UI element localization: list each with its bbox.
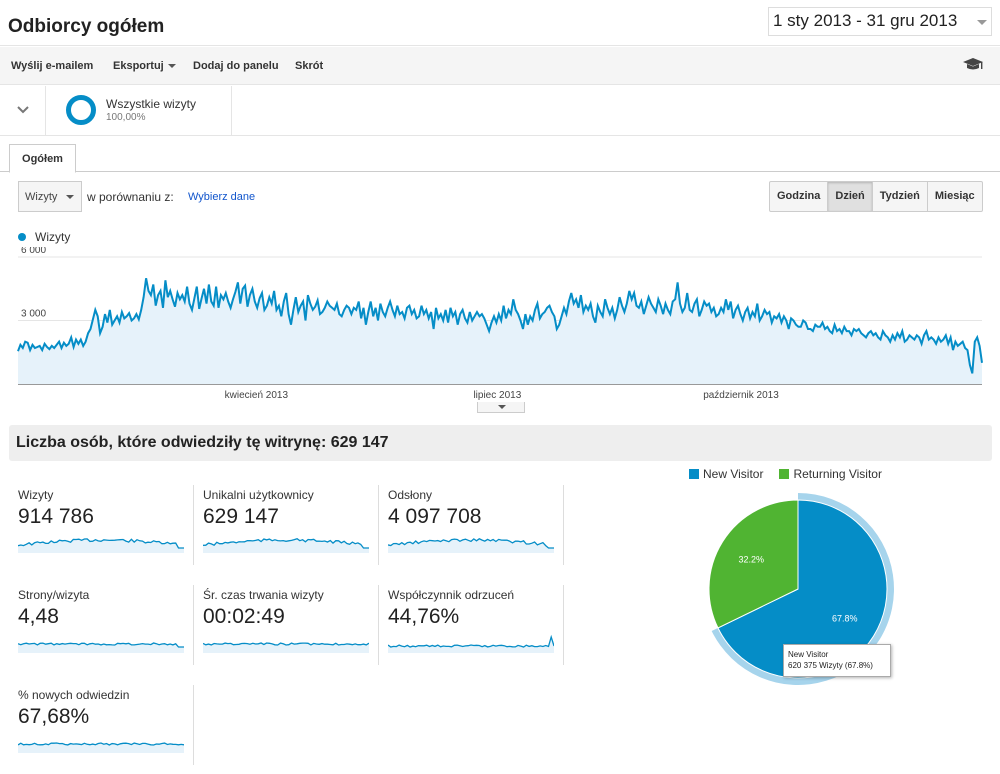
pie-tooltip-value: 620 375 Wizyty (67.8%)	[788, 661, 873, 670]
metric-name: % nowych odwiedzin	[18, 688, 130, 702]
granularity-month-button[interactable]: Miesiąc	[934, 190, 975, 202]
shortcut-button[interactable]: Skrót	[295, 60, 324, 72]
legend-swatch-icon	[689, 469, 699, 479]
metric-name: Odsłony	[388, 488, 433, 502]
date-range-label: 1 sty 2013 - 31 gru 2013	[773, 11, 958, 30]
metric-value: 4,48	[18, 605, 59, 628]
segment-ring-icon	[66, 95, 96, 125]
metric-card[interactable]: % nowych odwiedzin 67,68%	[18, 685, 193, 765]
metric-value: 67,68%	[18, 705, 90, 728]
granularity-hour-button[interactable]: Godzina	[770, 182, 829, 211]
granularity-toggle: Godzina Dzień Tydzień Miesiąc	[769, 181, 983, 212]
metric-sparkline	[388, 538, 554, 553]
graduation-cap-icon[interactable]	[962, 57, 984, 73]
metric-divider	[378, 485, 379, 565]
metric-sparkline	[18, 538, 184, 553]
segment-percent: 100,00%	[106, 112, 146, 123]
metric-divider	[378, 585, 379, 665]
metric-name: Współczynnik odrzuceń	[388, 588, 515, 602]
choose-data-link[interactable]: Wybierz dane	[188, 191, 256, 203]
pie-legend-new-label: New Visitor	[703, 467, 764, 481]
metric-card[interactable]: Śr. czas trwania wizyty 00:02:49	[203, 585, 378, 665]
pie-legend-new[interactable]: New Visitor	[689, 467, 763, 481]
tab-row: Ogółem	[0, 142, 1000, 173]
tab-overview[interactable]: Ogółem	[9, 144, 76, 173]
pie-legend-returning[interactable]: Returning Visitor	[779, 467, 882, 481]
visitor-type-pie-chart: 67.8% 32.2%	[708, 493, 894, 685]
compare-label: w porównaniu z:	[87, 190, 174, 204]
metric-select[interactable]: Wizyty	[18, 181, 82, 212]
metric-value: 914 786	[18, 505, 94, 528]
metric-value: 44,76%	[388, 605, 460, 628]
metric-card[interactable]: Unikalni użytkownicy 629 147	[203, 485, 378, 565]
x-tick-label: październik 2013	[703, 390, 779, 401]
metric-sparkline	[18, 642, 184, 653]
metric-select-label: Wizyty	[25, 191, 58, 203]
page-header: Odbiorcy ogółem 1 sty 2013 - 31 gru 2013	[0, 0, 1000, 46]
segment-name: Wszystkie wizyty	[106, 97, 196, 111]
add-to-dashboard-button[interactable]: Dodaj do panelu	[193, 60, 279, 72]
x-tick-label: lipiec 2013	[473, 390, 521, 401]
metric-sparkline	[203, 537, 369, 553]
pie-slice-returning-visitor[interactable]	[708, 499, 799, 629]
metric-card[interactable]: Wizyty 914 786	[18, 485, 193, 565]
metric-card[interactable]: Współczynnik odrzuceń 44,76%	[388, 585, 563, 665]
metric-sparkline	[18, 742, 184, 753]
metric-divider	[193, 685, 194, 765]
legend-swatch-icon	[779, 469, 790, 479]
segment-bar: Wszystkie wizyty 100,00%	[0, 86, 1000, 136]
report-toolbar: Wyślij e-mailem Eksportuj Dodaj do panel…	[0, 47, 1000, 85]
metric-card[interactable]: Odsłony 4 097 708	[388, 485, 563, 565]
pie-legend-returning-label: Returning Visitor	[793, 467, 882, 481]
chevron-down-icon	[17, 106, 29, 114]
pie-slice-label: 67.8%	[832, 613, 858, 623]
metric-value: 4 097 708	[388, 505, 482, 528]
metric-divider	[193, 485, 194, 565]
pie-legend: New Visitor Returning Visitor	[689, 467, 882, 481]
y-tick-label: 6 000	[21, 247, 46, 256]
legend-dot-icon	[18, 233, 26, 241]
export-label: Eksportuj	[113, 60, 164, 72]
chart-expand-handle[interactable]	[477, 402, 525, 413]
chart-legend: Wizyty	[18, 230, 70, 244]
pie-slice-label: 32.2%	[738, 555, 764, 565]
caret-down-icon	[498, 405, 506, 409]
granularity-day-button[interactable]: Dzień	[828, 182, 873, 211]
pie-tooltip-title: New Visitor	[788, 650, 829, 659]
metric-card[interactable]: Strony/wizyta 4,48	[18, 585, 193, 665]
pie-slice-new-visitor[interactable]	[717, 499, 888, 679]
pie-tooltip: New Visitor 620 375 Wizyty (67.8%)	[783, 644, 891, 677]
segment-all-visits[interactable]: Wszystkie wizyty 100,00%	[46, 86, 232, 135]
visits-line-chart: 3 000 6 000 kwiecień 2013 lipiec 2013 paździ…	[17, 247, 983, 401]
date-range-picker[interactable]: 1 sty 2013 - 31 gru 2013	[768, 7, 992, 36]
metric-sparkline	[388, 634, 554, 653]
metric-divider	[193, 585, 194, 665]
send-email-button[interactable]: Wyślij e-mailem	[11, 60, 94, 72]
segment-toggle-button[interactable]	[0, 86, 46, 135]
visitors-headline: Liczba osób, które odwiedziły tę witrynę…	[9, 425, 992, 461]
y-tick-label: 3 000	[21, 309, 46, 320]
metric-value: 00:02:49	[203, 605, 285, 628]
metric-name: Unikalni użytkownicy	[203, 488, 314, 502]
visits-line	[17, 278, 983, 374]
metric-name: Wizyty	[18, 488, 54, 502]
chevron-down-icon	[977, 20, 987, 25]
metric-name: Śr. czas trwania wizyty	[203, 588, 324, 602]
export-menu-button[interactable]: Eksportuj	[113, 60, 176, 72]
x-tick-label: kwiecień 2013	[225, 390, 289, 401]
metric-value: 629 147	[203, 505, 279, 528]
metric-divider	[563, 485, 564, 565]
legend-label: Wizyty	[35, 230, 71, 244]
metric-sparkline	[203, 642, 369, 653]
metric-name: Strony/wizyta	[18, 588, 90, 602]
page-title: Odbiorcy ogółem	[8, 16, 165, 37]
metric-divider	[563, 585, 564, 665]
caret-down-icon	[167, 64, 176, 69]
granularity-week-button[interactable]: Tydzień	[873, 182, 928, 211]
caret-down-icon	[66, 195, 74, 199]
